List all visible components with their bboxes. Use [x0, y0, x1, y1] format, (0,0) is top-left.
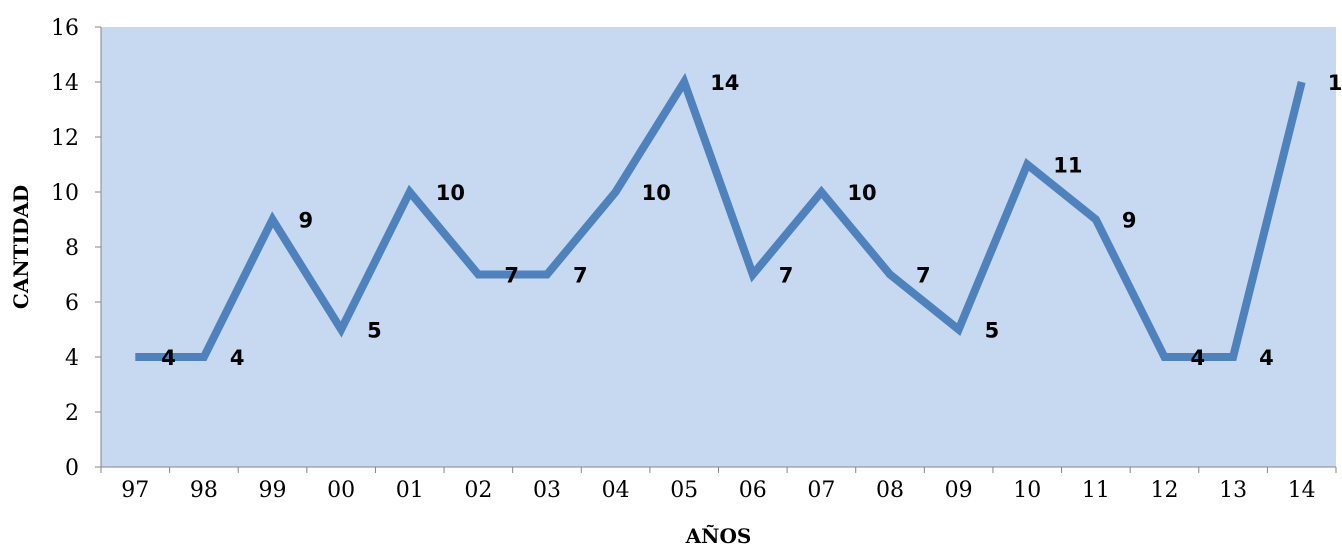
y-tick-labels: 0 2 4 6 8 10 12 14 16 — [51, 16, 79, 481]
x-tick-label: 05 — [670, 478, 698, 503]
x-tick-label: 07 — [807, 478, 835, 503]
data-label: 7 — [504, 264, 519, 288]
x-tick-label: 12 — [1150, 478, 1178, 503]
plot-area — [101, 27, 1336, 467]
x-tick-label: 08 — [876, 478, 904, 503]
y-tick-label: 6 — [65, 291, 79, 316]
data-label: 14 — [710, 71, 739, 95]
data-label: 11 — [1053, 154, 1082, 178]
x-tick-label: 01 — [396, 478, 424, 503]
x-tick-label: 99 — [259, 478, 287, 503]
series-line — [135, 72, 1306, 361]
data-label: 9 — [1122, 209, 1137, 233]
data-label: 10 — [642, 181, 671, 205]
data-label: 4 — [1190, 346, 1205, 370]
y-tick-label: 10 — [51, 181, 79, 206]
series-line-group — [135, 72, 1306, 361]
x-tick-label: 14 — [1288, 478, 1316, 503]
y-tick-label: 2 — [65, 401, 79, 426]
x-tick-label: 02 — [464, 478, 492, 503]
data-label: 10 — [436, 181, 465, 205]
x-tick-label: 97 — [121, 478, 149, 503]
x-tick-label: 11 — [1082, 478, 1110, 503]
y-tick-label: 8 — [65, 236, 79, 261]
y-tick-label: 14 — [51, 71, 79, 96]
x-axis-title: AÑOS — [685, 524, 752, 548]
x-tick-label: 98 — [190, 478, 218, 503]
y-axis-title: CANTIDAD — [9, 185, 33, 309]
data-label: 7 — [916, 264, 931, 288]
data-label: 4 — [1259, 346, 1274, 370]
data-label: 14 — [1328, 71, 1342, 95]
y-tick-label: 12 — [51, 126, 79, 151]
data-label: 5 — [985, 319, 1000, 343]
x-tick-label: 13 — [1219, 478, 1247, 503]
y-tick-label: 16 — [51, 16, 79, 41]
x-tick-label: 04 — [602, 478, 630, 503]
x-tick-label: 09 — [945, 478, 973, 503]
y-tick-label: 0 — [65, 456, 79, 481]
x-tick-labels: 97 98 99 00 01 02 03 04 05 06 07 08 09 10 11 12 13 14 — [121, 478, 1315, 503]
data-label: 9 — [299, 209, 314, 233]
x-tick-label: 03 — [533, 478, 561, 503]
x-tick-label: 10 — [1013, 478, 1041, 503]
data-label: 4 — [161, 346, 176, 370]
data-label: 7 — [779, 264, 794, 288]
data-label: 7 — [573, 264, 588, 288]
axes — [95, 26, 1337, 473]
x-tick-label: 06 — [739, 478, 767, 503]
data-label: 4 — [230, 346, 245, 370]
data-label: 5 — [367, 319, 382, 343]
x-tick-label: 00 — [327, 478, 355, 503]
y-tick-label: 4 — [65, 346, 79, 371]
data-label: 10 — [847, 181, 876, 205]
data-labels: 4 4 9 5 10 7 7 10 14 7 10 7 5 11 9 4 4 14 — [161, 71, 1342, 370]
